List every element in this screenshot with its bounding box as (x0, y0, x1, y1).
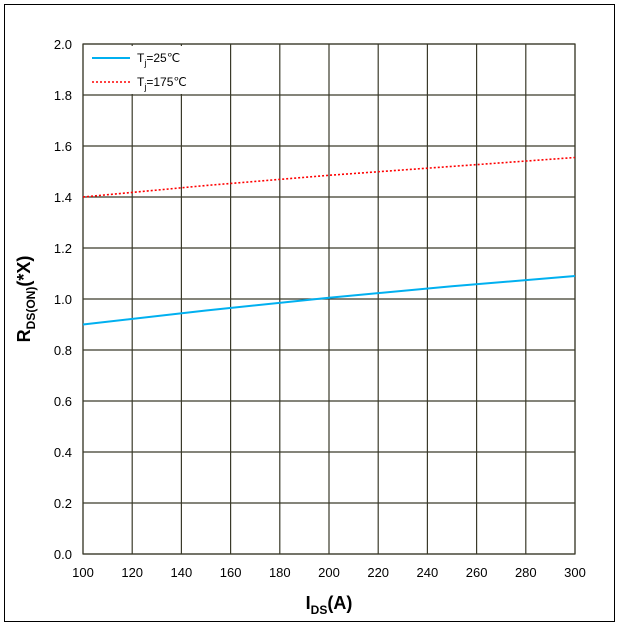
x-tick-label-160: 160 (220, 565, 242, 580)
plot-border (82, 43, 576, 555)
x-axis-title-tail: (A) (327, 593, 352, 613)
y-axis-title-tail: (*X) (14, 256, 34, 287)
y-axis-title-sub: DS(ON) (24, 287, 38, 330)
legend: Tj=25℃ Tj=175℃ (86, 46, 226, 94)
y-tick-label-0.0: 0.0 (54, 547, 72, 562)
legend-label-tj175-main: T (137, 75, 145, 89)
legend-label-tj25-main: T (137, 51, 145, 65)
x-tick-label-220: 220 (367, 565, 389, 580)
x-tick-label-260: 260 (466, 565, 488, 580)
y-tick-label-1.2: 1.2 (54, 241, 72, 256)
x-axis-title-sub: DS (311, 603, 328, 617)
y-tick-label-0.2: 0.2 (54, 496, 72, 511)
x-tick-label-120: 120 (121, 565, 143, 580)
legend-label-tj25-tail: =25℃ (146, 51, 180, 65)
series-line-0 (82, 275, 576, 326)
legend-label-tj175-sub: j (143, 82, 146, 92)
y-tick-label-1.4: 1.4 (54, 190, 72, 205)
legend-label-tj175-tail: =175℃ (146, 75, 187, 89)
x-tick-label-300: 300 (564, 565, 586, 580)
x-axis-title-main: I (306, 593, 311, 613)
x-tick-label-200: 200 (318, 565, 340, 580)
y-tick-label-1.6: 1.6 (54, 139, 72, 154)
y-axis-title: RDS(ON)(*X) (14, 256, 38, 343)
y-axis-title-main: R (14, 329, 34, 342)
y-tick-label-0.6: 0.6 (54, 394, 72, 409)
x-tick-label-280: 280 (515, 565, 537, 580)
y-tick-label-0.4: 0.4 (54, 445, 72, 460)
x-tick-label-100: 100 (72, 565, 94, 580)
y-tick-label-1.0: 1.0 (54, 292, 72, 307)
y-tick-label-0.8: 0.8 (54, 343, 72, 358)
x-tick-label-240: 240 (417, 565, 439, 580)
y-tick-label-1.8: 1.8 (54, 88, 72, 103)
series-layer (82, 156, 576, 326)
tick-labels: 100 120 140 160 180 200 220 240 260 280 300 0.0 0.2 0… (54, 37, 586, 580)
x-axis-title: IDS(A) (306, 593, 353, 617)
legend-background (86, 46, 226, 94)
legend-label-tj175: Tj=175℃ (137, 75, 187, 92)
grid (82, 43, 576, 555)
legend-label-tj25: Tj=25℃ (137, 51, 180, 68)
legend-label-tj25-sub: j (143, 58, 146, 68)
y-tick-label-2.0: 2.0 (54, 37, 72, 52)
x-tick-label-140: 140 (171, 565, 193, 580)
x-tick-label-180: 180 (269, 565, 291, 580)
